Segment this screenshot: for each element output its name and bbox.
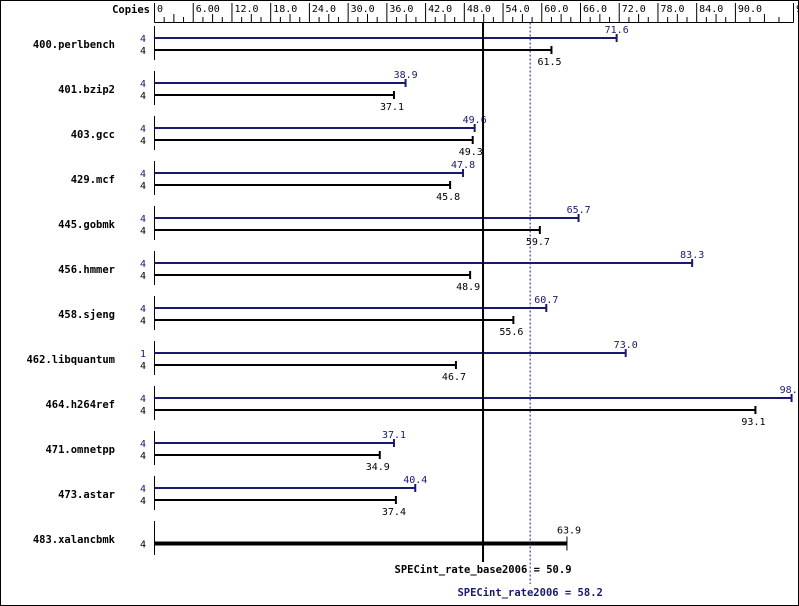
base-value-label: 37.4 <box>382 507 406 518</box>
benchmark-name: 473.astar <box>58 489 115 501</box>
x-axis-tick-label: 24.0 <box>312 4 336 15</box>
peak-copies-count: 4 <box>140 304 146 315</box>
x-axis-tick-label: 78.0 <box>660 4 684 15</box>
x-axis-tick-label: 48.0 <box>467 4 491 15</box>
peak-value-label: 98.7 <box>780 385 799 396</box>
benchmark-name: 483.xalancbmk <box>33 534 116 546</box>
benchmark-name: 400.perlbench <box>33 39 115 51</box>
peak-value-label: 40.4 <box>403 475 427 486</box>
x-axis-tick-label: 42.0 <box>428 4 452 15</box>
x-axis-tick-label: 60.0 <box>544 4 568 15</box>
peak-copies-count: 1 <box>140 349 146 360</box>
base-copies-count: 4 <box>140 451 146 462</box>
peak-value-label: 71.6 <box>605 25 629 36</box>
benchmark-name: 445.gobmk <box>58 219 116 231</box>
benchmark-name: 401.bzip2 <box>58 84 115 96</box>
base-value-label: 61.5 <box>537 57 561 68</box>
peak-copies-count: 4 <box>140 394 146 405</box>
peak-copies-count: 4 <box>140 439 146 450</box>
peak-value-label: 38.9 <box>394 70 418 81</box>
summary-peak-label: SPECint_rate2006 = 58.2 <box>457 587 602 599</box>
benchmark-name: 429.mcf <box>71 174 115 186</box>
x-axis-tick-label: 12.0 <box>234 4 258 15</box>
peak-value-label: 49.6 <box>463 115 487 126</box>
peak-copies-count: 4 <box>140 124 146 135</box>
peak-value-label: 73.0 <box>614 340 638 351</box>
benchmark-name: 403.gcc <box>71 129 115 141</box>
summary-base-label: SPECint_rate_base2006 = 50.9 <box>395 564 572 576</box>
benchmark-name: 456.hmmer <box>58 264 115 276</box>
base-value-label: 55.6 <box>499 327 523 338</box>
base-copies-count: 4 <box>140 496 146 507</box>
peak-copies-count: 4 <box>140 79 146 90</box>
benchmark-name: 464.h264ref <box>45 399 115 411</box>
x-axis-tick-label: 90.0 <box>738 4 762 15</box>
base-copies-count: 4 <box>140 136 146 147</box>
benchmark-name: 462.libquantum <box>26 354 115 366</box>
x-axis-tick-label: 0 <box>157 4 163 15</box>
base-value-label: 48.9 <box>456 282 480 293</box>
benchmark-name: 471.omnetpp <box>45 444 115 456</box>
peak-value-label: 47.8 <box>451 160 475 171</box>
base-value-label: 45.8 <box>436 192 460 203</box>
benchmark-name: 458.sjeng <box>58 309 115 321</box>
base-value-label: 46.7 <box>442 372 466 383</box>
x-axis-tick-label: 84.0 <box>699 4 723 15</box>
base-copies-count: 4 <box>140 406 146 417</box>
base-copies-count: 4 <box>140 316 146 327</box>
base-copies-count: 4 <box>140 226 146 237</box>
base-copies-count: 4 <box>140 181 146 192</box>
peak-value-label: 60.7 <box>534 295 558 306</box>
x-axis-tick-label: 72.0 <box>622 4 646 15</box>
base-value-label: 59.7 <box>526 237 550 248</box>
x-axis-tick-label: 30.0 <box>351 4 375 15</box>
x-axis-tick-label: 6.00 <box>196 4 220 15</box>
base-value-label: 37.1 <box>380 102 404 113</box>
base-value-label: 93.1 <box>741 417 765 428</box>
x-axis-tick-label: 99.0 <box>796 4 799 15</box>
peak-copies-count: 4 <box>140 169 146 180</box>
base-copies-count: 4 <box>140 91 146 102</box>
x-axis-tick-label: 66.0 <box>583 4 607 15</box>
base-copies-count: 4 <box>140 361 146 372</box>
x-axis-tick-label: 54.0 <box>506 4 530 15</box>
x-axis-tick-label: 18.0 <box>273 4 297 15</box>
peak-copies-count: 4 <box>140 259 146 270</box>
base-value-label: 34.9 <box>366 462 390 473</box>
base-value-label: 63.9 <box>557 526 581 537</box>
peak-value-label: 37.1 <box>382 430 406 441</box>
peak-value-label: 83.3 <box>680 250 704 261</box>
x-axis-tick-label: 36.0 <box>389 4 413 15</box>
peak-value-label: 65.7 <box>567 205 591 216</box>
copies-header: Copies <box>112 4 150 16</box>
base-copies-count: 4 <box>140 46 146 57</box>
peak-copies-count: 4 <box>140 214 146 225</box>
peak-copies-count: 4 <box>140 484 146 495</box>
base-value-label: 49.3 <box>459 147 483 158</box>
base-bar <box>154 541 567 546</box>
peak-copies-count: 4 <box>140 34 146 45</box>
base-copies-count: 4 <box>140 271 146 282</box>
copies-count: 4 <box>140 540 146 551</box>
